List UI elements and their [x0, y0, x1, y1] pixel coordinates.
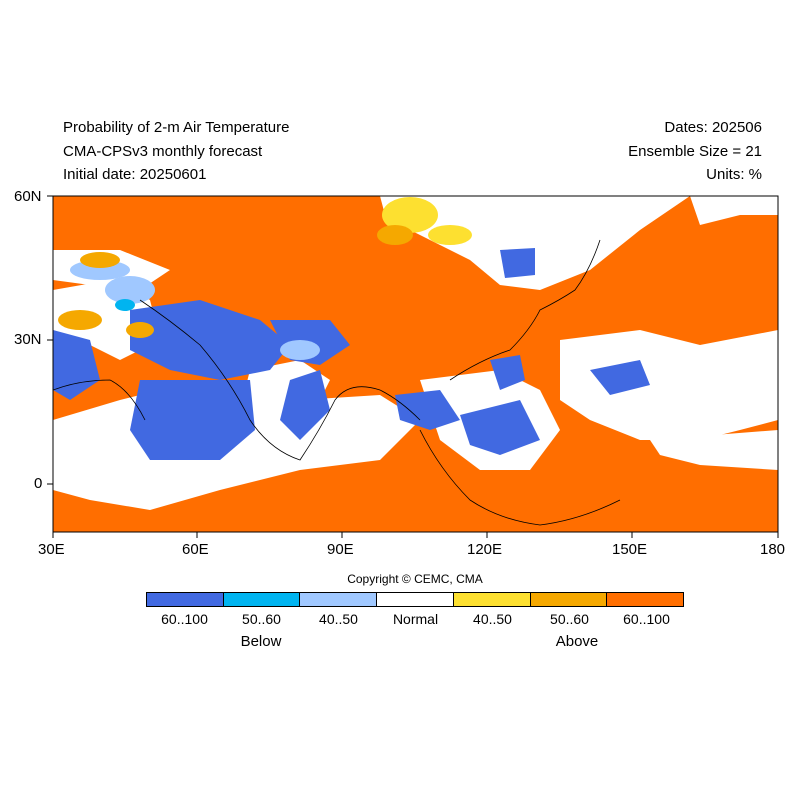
- header-right: Dates: 202506 Ensemble Size = 21 Units: …: [628, 116, 762, 187]
- initial-date: Initial date: 20250601: [63, 166, 207, 183]
- legend-swatch-below-60-100: [147, 593, 224, 606]
- map-title: Probability of 2-m Air Temperature: [63, 119, 290, 136]
- legend-label-above-60-100: 60..100: [623, 611, 670, 627]
- normal-region-north-pacific: [690, 196, 778, 225]
- x-tick-150e: 150E: [612, 541, 648, 558]
- legend-swatch-normal: [377, 593, 454, 606]
- legend-swatch-above-50-60: [530, 593, 608, 606]
- legend-label-below-50-60: 50..60: [242, 611, 281, 627]
- above-mid-region-west-asia: [58, 310, 102, 330]
- legend-label-above-40-50: 40..50: [473, 611, 512, 627]
- legend-label-above-50-60: 50..60: [550, 611, 589, 627]
- y-tick-60n: 60N: [14, 188, 42, 205]
- map-frame: [52, 195, 779, 533]
- x-tick-60e: 60E: [182, 541, 209, 558]
- ensemble-size: Ensemble Size = 21: [628, 142, 762, 160]
- coastline: [419, 429, 621, 526]
- legend-label-normal: Normal: [392, 611, 439, 627]
- model-name: CMA-CPSv3 monthly forecast: [63, 142, 263, 160]
- above-low-region-mongolia: [428, 225, 472, 245]
- x-tick-120e: 120E: [467, 541, 503, 558]
- y-tick-30n: 30N: [14, 331, 42, 348]
- legend-swatch-above-40-50: [453, 593, 531, 606]
- below-region-west-pacific: [590, 360, 650, 395]
- below-mid-region-asia: [115, 299, 135, 311]
- legend-above-label: Above: [555, 633, 599, 650]
- header-left: Probability of 2-m Air Temperature CMA-C…: [63, 116, 290, 187]
- coastline: [449, 239, 601, 381]
- x-tick-30e: 30E: [38, 541, 65, 558]
- below-low-region-iran: [105, 276, 155, 304]
- coastline: [53, 379, 146, 421]
- below-region-arabian-sea: [130, 380, 255, 460]
- legend-label-below-40-50: 40..50: [319, 611, 358, 627]
- below-region-east-africa: [53, 330, 100, 400]
- normal-region-east-pacific-band: [650, 430, 778, 470]
- below-region-mongolia: [500, 248, 535, 278]
- legend-below-label: Below: [240, 633, 282, 650]
- y-tick-0: 0: [34, 475, 43, 492]
- normal-region-west-pacific-band: [560, 330, 778, 440]
- legend-swatch-below-40-50: [300, 593, 378, 606]
- copyright: Copyright © CEMC, CMA: [347, 572, 483, 586]
- units: Units: %: [706, 166, 762, 183]
- below-region-south-china: [490, 355, 525, 390]
- forecast-dates: Dates: 202506: [664, 119, 762, 136]
- below-low-region-tibet: [280, 340, 320, 360]
- above-mid-region-caspian: [80, 252, 120, 268]
- normal-region-northeast-asia: [380, 196, 690, 290]
- above-mid-region-siberia: [377, 225, 413, 245]
- legend-swatch-below-50-60: [223, 593, 301, 606]
- legend-bar: [146, 592, 684, 607]
- above-low-region-siberia: [382, 197, 438, 233]
- legend-label-below-60-100: 60..100: [161, 611, 208, 627]
- below-region-indochina: [395, 390, 460, 430]
- x-tick-180: 180: [760, 541, 786, 558]
- below-region-philippines: [460, 400, 540, 455]
- below-region-bay-of-bengal: [280, 370, 330, 440]
- below-region-iran-pakistan: [130, 300, 290, 380]
- coastline: [139, 299, 421, 461]
- legend-swatch-above-60-100: [607, 593, 684, 606]
- x-tick-90e: 90E: [327, 541, 354, 558]
- above-mid-region-arabia: [126, 322, 154, 338]
